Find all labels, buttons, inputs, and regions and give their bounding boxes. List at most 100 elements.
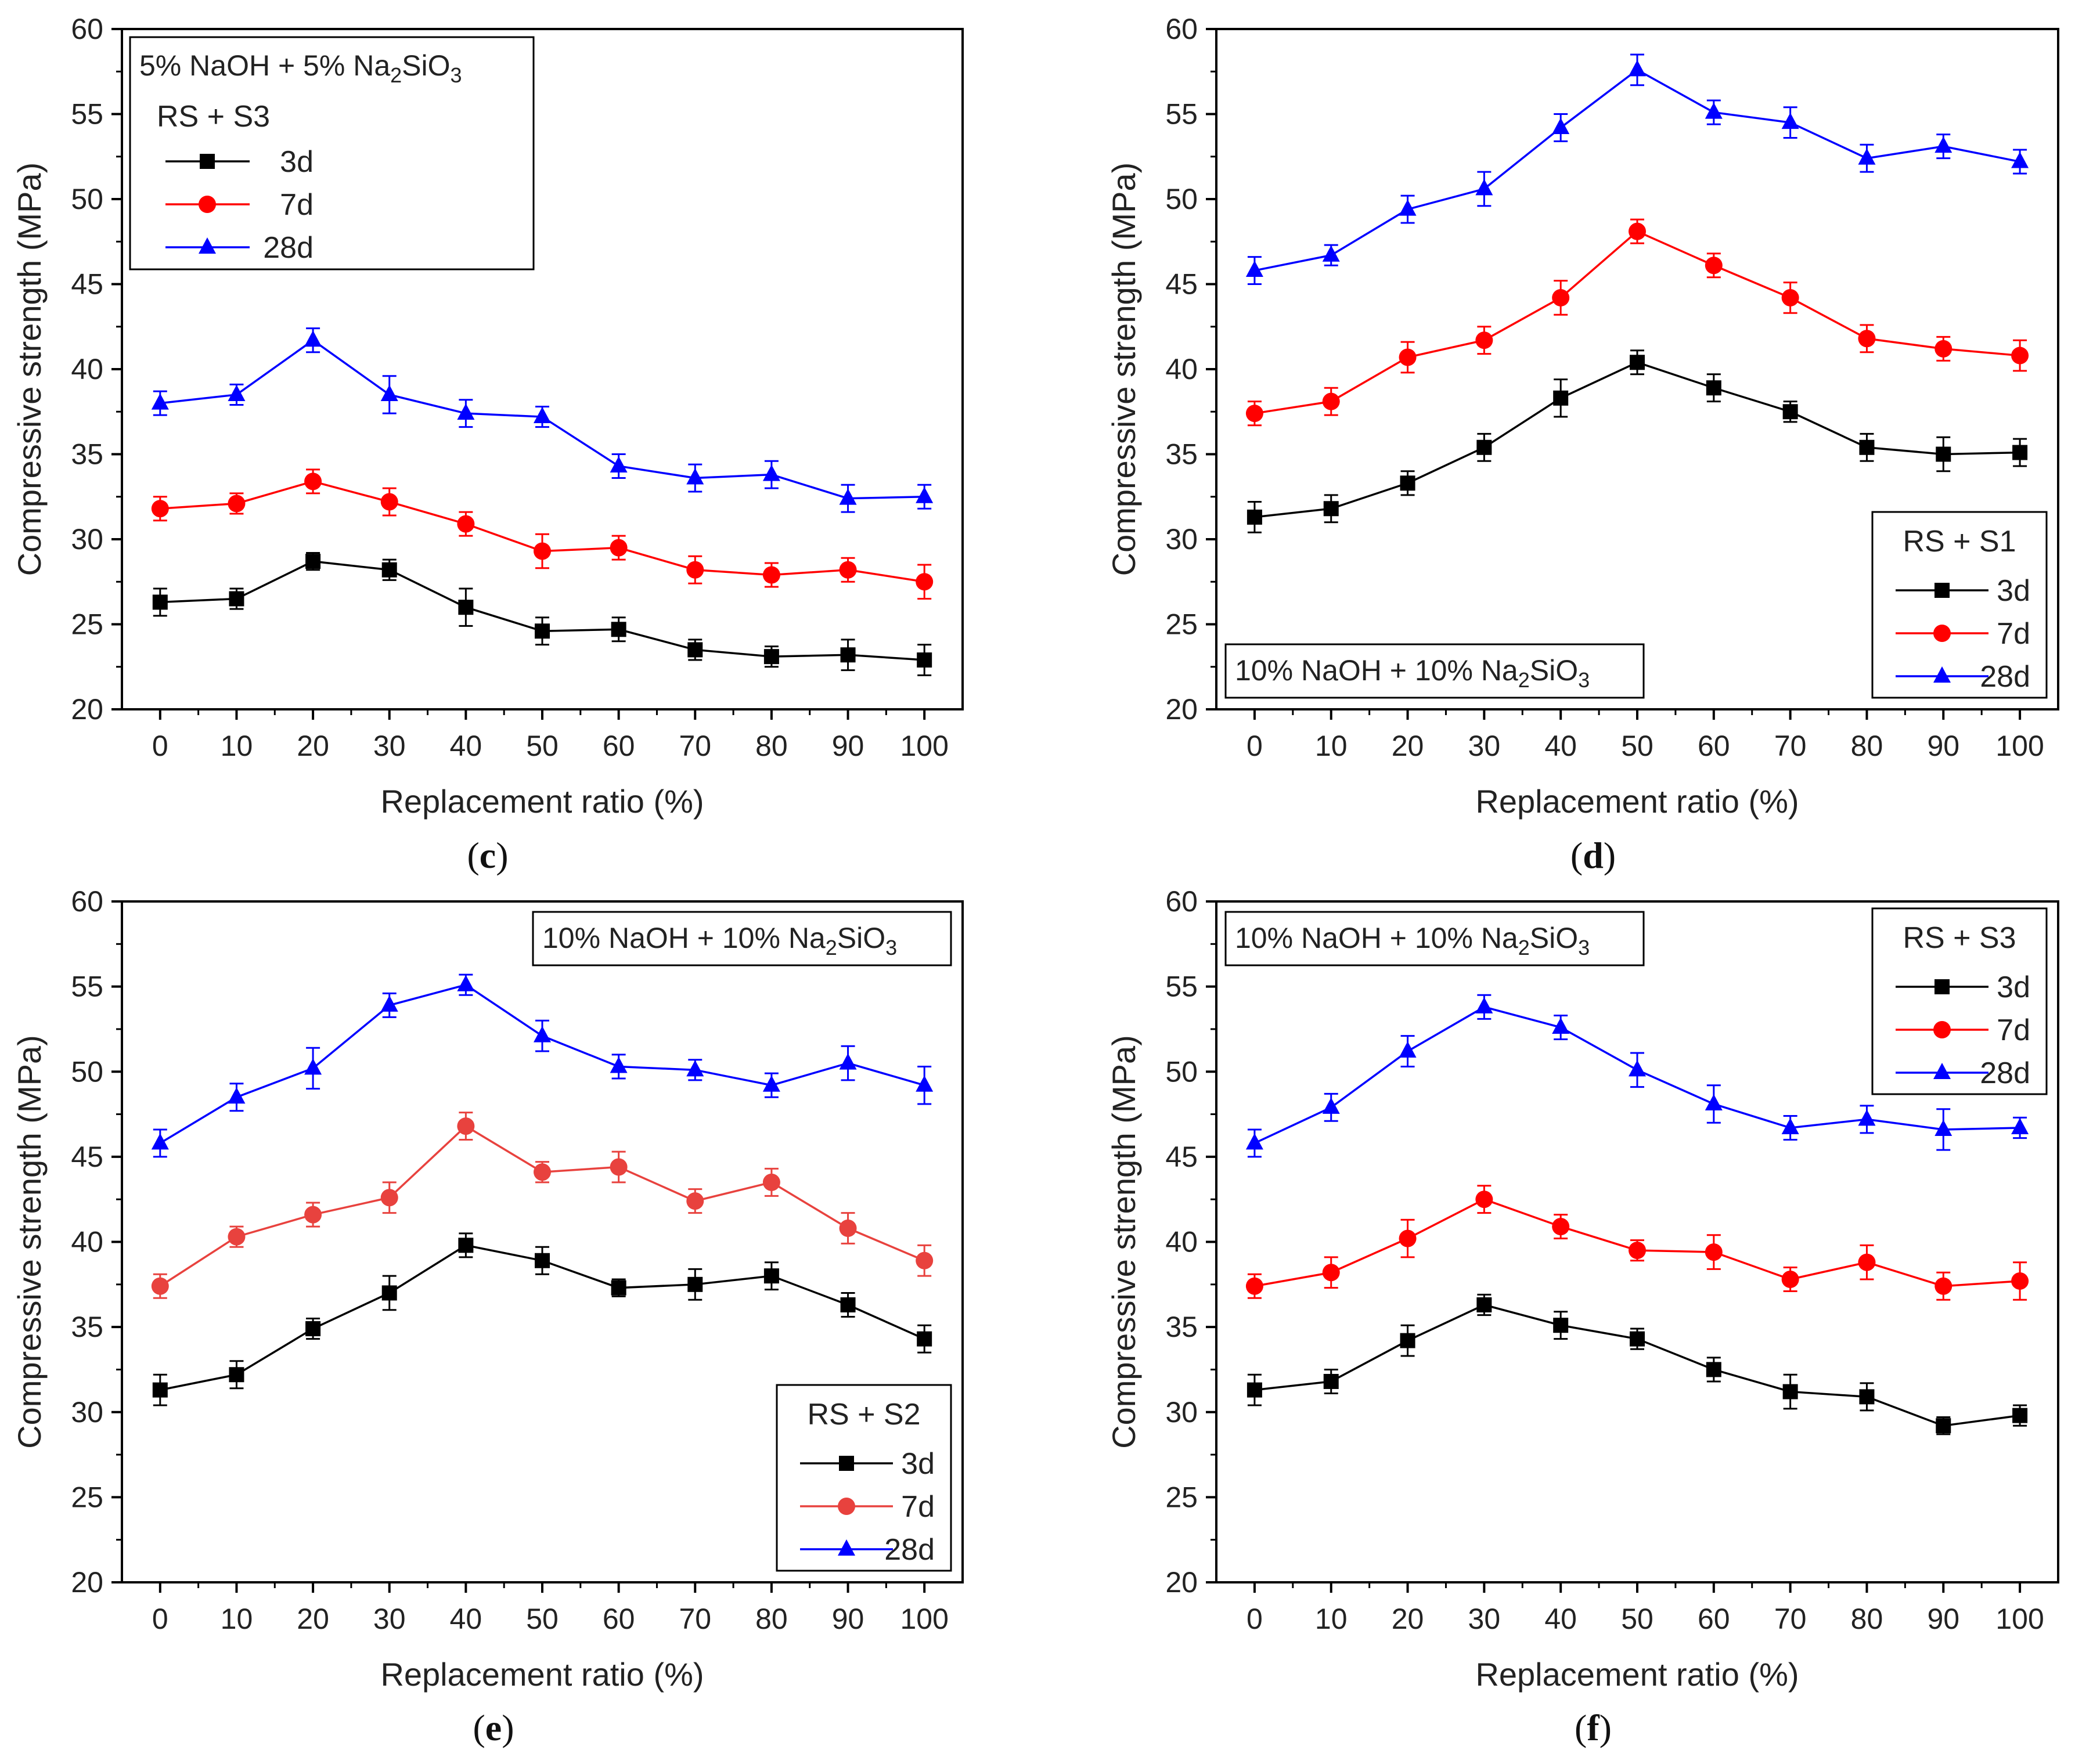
marker-triangle [1781,113,1799,129]
series-3d [152,551,932,676]
marker-circle [1934,1277,1952,1295]
condition-box: 10% NaOH + 10% Na2SiO3 [1224,911,1645,966]
x-axis-title: Replacement ratio (%) [1475,1656,1799,1693]
legend-label-3d: 3d [1997,971,2030,1004]
marker-square [840,647,856,663]
x-tick-label: 30 [373,730,406,762]
marker-triangle [686,1060,704,1077]
y-tick-label: 30 [71,523,103,555]
marker-triangle [1629,60,1646,77]
marker-circle [1322,392,1340,410]
marker-triangle [1552,1018,1570,1034]
legend-frame [776,1384,952,1572]
x-axis-title: Replacement ratio (%) [380,1656,704,1693]
x-tick-label: 100 [900,730,948,762]
legend-condition-group: 5% NaOH + 5% Na2SiO3 RS + S3 3d 7d 28d [129,36,535,270]
marker-triangle [838,1539,855,1556]
marker-square [200,154,215,169]
y-tick-label: 35 [71,438,103,471]
marker-square [611,622,626,637]
marker-circle [2011,347,2029,365]
marker-circle [1245,1277,1263,1295]
y-tick-label: 20 [1165,693,1198,726]
y-tick-label: 55 [71,971,103,1003]
marker-triangle [534,407,551,424]
y-tick-label: 40 [71,353,103,385]
chart-panel-d: 20 25 30 35 40 45 50 55 60 0 10 20 30 40 50 60 70 80 90 100… [1105,13,2059,876]
marker-square [1247,1382,1262,1398]
x-tick-label: 70 [679,1603,711,1635]
marker-triangle [534,1026,551,1042]
marker-square [535,623,550,639]
x-tick-label: 90 [832,730,864,762]
marker-triangle [1399,199,1417,216]
marker-square [1936,446,1951,462]
marker-square [305,554,321,569]
marker-circle [1552,1218,1570,1236]
marker-circle [534,542,551,560]
x-tick-label: 70 [679,730,711,762]
condition-text: 5% NaOH + 5% Na2SiO3 [139,49,462,87]
x-tick-label: 70 [1774,1603,1807,1635]
legend: RS + S3 3d 7d 28d [1871,907,2048,1095]
marker-square [305,1321,321,1337]
y-tick-label: 30 [1165,1396,1198,1428]
legend-title: RS + S3 [1903,921,2016,955]
x-tick-label: 90 [1927,730,1959,762]
marker-square [381,562,397,578]
marker-circle [534,1163,551,1181]
marker-triangle [1933,1063,1951,1079]
marker-circle [151,1277,169,1295]
marker-square [917,1331,932,1347]
y-tick-label: 55 [71,98,103,131]
marker-square [152,594,168,610]
x-tick-label: 20 [297,730,329,762]
marker-square [687,642,703,658]
marker-triangle [916,1075,934,1092]
legend: RS + S1 3d 7d 28d [1871,511,2048,699]
marker-circle [839,561,857,579]
legend-label-7d: 7d [1997,617,2030,651]
marker-square [535,1253,550,1268]
marker-circle [380,1189,398,1207]
marker-triangle [610,456,628,473]
series-7d [151,1112,934,1299]
marker-circle [1781,288,1799,306]
x-tick-label: 80 [755,1603,788,1635]
legend-label-28d: 28d [884,1533,935,1567]
marker-circle [1552,288,1570,306]
condition-text: 10% NaOH + 10% Na2SiO3 [1235,654,1590,692]
y-tick-label: 60 [1165,13,1198,45]
marker-square [229,591,244,607]
series-28d [1245,994,2029,1158]
x-tick-label: 20 [297,1603,329,1635]
marker-circle [686,561,704,579]
x-tick-label: 40 [450,1603,482,1635]
x-tick-label: 0 [152,730,168,762]
x-tick-label: 50 [1621,730,1653,762]
y-tick-label: 60 [71,13,103,45]
legend-label-3d: 3d [280,145,314,179]
panel-caption: (d) [1570,835,1616,876]
marker-circle [1475,1191,1493,1209]
x-tick-label: 90 [1927,1603,1959,1635]
y-tick-label: 35 [71,1311,103,1343]
marker-square [1782,404,1798,420]
legend-frame [1871,511,2048,699]
y-tick-label: 20 [71,693,103,726]
panel-caption: (c) [467,835,508,876]
series-7d [1245,1185,2029,1301]
legend-frame [129,36,535,270]
marker-square [458,1238,474,1253]
x-tick-label: 60 [1698,730,1730,762]
marker-triangle [839,488,857,505]
marker-triangle [1399,1041,1417,1058]
marker-circle [916,573,934,591]
marker-triangle [1322,245,1340,262]
y-tick-label: 60 [1165,885,1198,918]
series-3d [1247,1293,2028,1435]
y-tick-label: 40 [1165,1226,1198,1258]
marker-circle [1322,1264,1340,1282]
marker-circle [1858,330,1876,348]
marker-triangle [380,384,398,401]
